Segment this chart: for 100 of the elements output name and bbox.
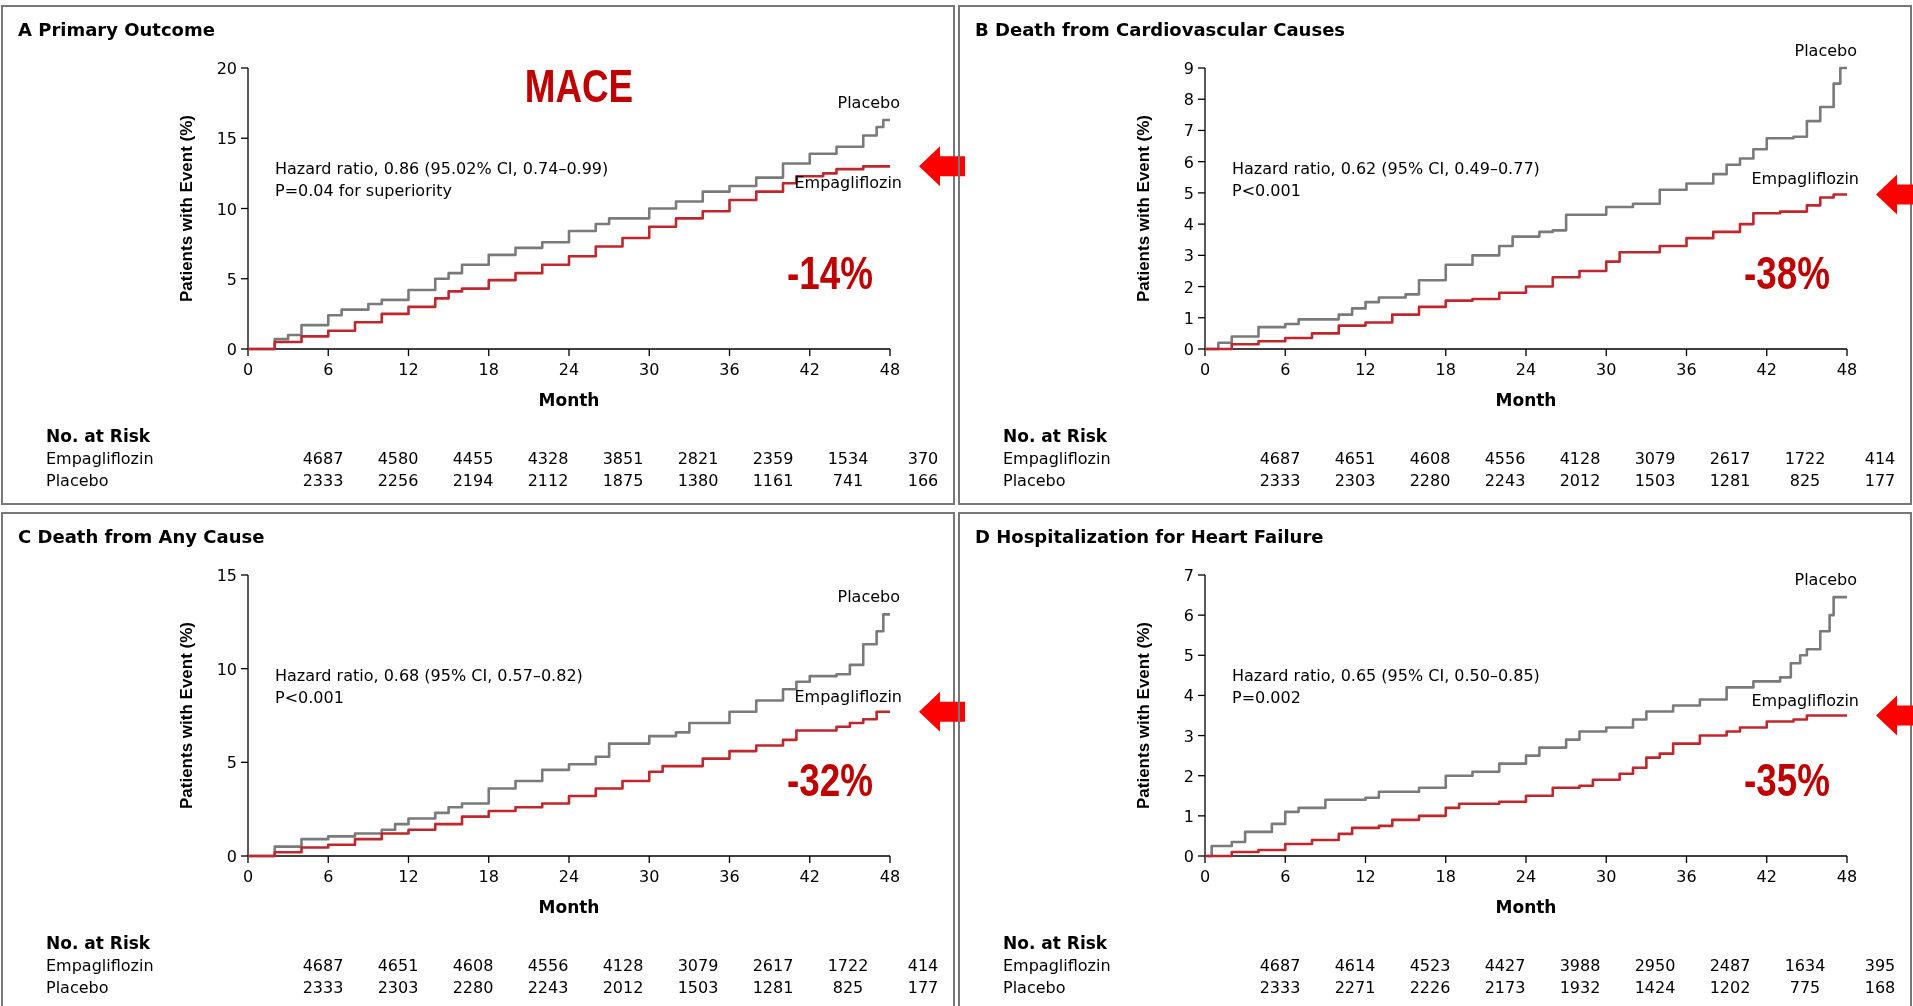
y-tick-label: 4 (1183, 686, 1194, 706)
series-label: Empagliflozin (794, 686, 902, 706)
x-tick-label: 0 (1199, 867, 1211, 886)
text: Empagliflozin 4687 4614 4523 4427 3988 2950 2487 1634 395 (1003, 956, 1896, 975)
x-tick-label: 36 (719, 360, 740, 379)
series-label: Placebo (837, 587, 900, 607)
x-tick-label: 12 (398, 867, 419, 886)
y-tick-label: 7 (1183, 121, 1194, 141)
y-tick-label: 1 (1183, 308, 1194, 328)
x-tick-label: 0 (242, 867, 254, 886)
x-tick-label: 30 (639, 867, 660, 886)
text: Placebo 2333 2303 2280 2243 2012 1503 1281 825 177 (1003, 471, 1896, 490)
text: Placebo 2333 2271 2226 2173 1932 1424 1202 775 168 (1003, 978, 1896, 997)
y-tick-label: 7 (1183, 566, 1194, 585)
y-axis-title: Patients with Event (%) (1134, 621, 1153, 810)
y-tick-label: 0 (1183, 340, 1194, 359)
x-tick-label: 48 (879, 360, 901, 379)
x-tick-label: 18 (478, 360, 499, 379)
chart-title: A Primary Outcome (18, 19, 215, 40)
text: No. at Risk (46, 426, 151, 446)
x-tick-label: 36 (1676, 360, 1697, 379)
y-tick-label: 10 (216, 659, 237, 679)
x-tick-label: 12 (398, 360, 419, 379)
chart-title: C Death from Any Cause (18, 526, 265, 547)
y-tick-label: 2 (1183, 766, 1194, 786)
x-tick-label: 18 (478, 867, 499, 886)
x-tick-label: 24 (1515, 867, 1537, 886)
annotation: P=0.04 for superiority (275, 181, 452, 200)
x-tick-label: 42 (1756, 867, 1777, 886)
x-tick-label: 24 (558, 360, 580, 379)
y-tick-label: 8 (1183, 90, 1194, 110)
x-tick-label: 6 (1280, 360, 1291, 379)
x-tick-label: 42 (1756, 360, 1777, 379)
annotation: P<0.001 (275, 688, 344, 707)
y-tick-label: 5 (226, 269, 237, 289)
y-axis-title: Patients with Event (%) (177, 621, 196, 810)
x-tick-label: 12 (1355, 360, 1376, 379)
text: No. at Risk (46, 933, 151, 953)
x-tick-label: 12 (1355, 867, 1376, 886)
series-label: Placebo (1794, 570, 1857, 590)
y-tick-label: 6 (1183, 152, 1194, 172)
y-tick-label: 5 (1183, 183, 1194, 203)
series-label: Empagliflozin (1751, 169, 1859, 189)
x-tick-label: 6 (323, 867, 334, 886)
x-tick-label: 42 (799, 360, 820, 379)
x-tick-label: 30 (639, 360, 660, 379)
x-tick-label: 18 (1435, 867, 1456, 886)
x-tick-label: 24 (1515, 360, 1537, 379)
annotation: Hazard ratio, 0.62 (95% CI, 0.49–0.77) (1232, 159, 1540, 178)
text: Empagliflozin 4687 4651 4608 4556 4128 3079 2617 1722 414 (46, 956, 939, 975)
chart-title: D Hospitalization for Heart Failure (975, 526, 1324, 547)
x-tick-label: 48 (1836, 360, 1858, 379)
text: Placebo 2333 2256 2194 2112 1875 1380 1161 741 166 (46, 471, 939, 490)
annotation: -38% (1744, 247, 1830, 299)
text: Placebo 2333 2303 2280 2243 2012 1503 1281 825 177 (46, 978, 939, 997)
y-tick-label: 15 (216, 566, 237, 585)
y-tick-label: 15 (216, 129, 237, 149)
x-tick-label: 24 (558, 867, 580, 886)
series-label: Placebo (1794, 41, 1857, 60)
series-label: Empagliflozin (1751, 690, 1859, 710)
series-label: Placebo (837, 92, 900, 112)
chart-title: B Death from Cardiovascular Causes (975, 19, 1346, 40)
x-tick-label: 48 (879, 867, 901, 886)
x-tick-label: 6 (323, 360, 334, 379)
text: No. at Risk (1003, 426, 1108, 446)
y-tick-label: 5 (226, 753, 237, 773)
text: No. at Risk (1003, 933, 1108, 953)
y-tick-label: 6 (1183, 606, 1194, 626)
y-tick-label: 5 (1183, 646, 1194, 666)
annotation: P=0.002 (1232, 688, 1301, 707)
y-axis-title: Patients with Event (%) (177, 114, 196, 303)
y-tick-label: 9 (1183, 59, 1194, 78)
x-tick-label: 6 (1280, 867, 1291, 886)
y-axis-title: Patients with Event (%) (1134, 114, 1153, 303)
annotation: Hazard ratio, 0.68 (95% CI, 0.57–0.82) (275, 666, 583, 685)
annotation: MACE (524, 60, 634, 112)
annotation: Hazard ratio, 0.65 (95% CI, 0.50–0.85) (1232, 666, 1540, 685)
x-tick-label: 18 (1435, 360, 1456, 379)
y-tick-label: 0 (1183, 847, 1194, 866)
x-axis-title: Month (538, 390, 600, 410)
annotation: -35% (1744, 754, 1830, 806)
y-tick-label: 0 (226, 847, 237, 866)
annotation: P<0.001 (1232, 181, 1301, 200)
series-label: Empagliflozin (794, 173, 902, 193)
y-tick-label: 20 (216, 59, 237, 78)
text: Empagliflozin 4687 4580 4455 4328 3851 2821 2359 1534 370 (46, 449, 939, 468)
y-tick-label: 3 (1183, 726, 1194, 746)
x-axis-title: Month (1495, 897, 1557, 917)
x-axis-title: Month (538, 897, 600, 917)
x-tick-label: 30 (1596, 867, 1617, 886)
y-tick-label: 4 (1183, 215, 1194, 235)
annotation: -14% (787, 247, 873, 299)
x-tick-label: 0 (1199, 360, 1211, 379)
y-tick-label: 3 (1183, 246, 1194, 266)
y-tick-label: 10 (216, 199, 237, 219)
annotation: Hazard ratio, 0.86 (95.02% CI, 0.74–0.99) (275, 159, 609, 178)
x-tick-label: 30 (1596, 360, 1617, 379)
x-axis-title: Month (1495, 390, 1557, 410)
x-tick-label: 0 (242, 360, 254, 379)
annotation: -32% (787, 754, 873, 806)
